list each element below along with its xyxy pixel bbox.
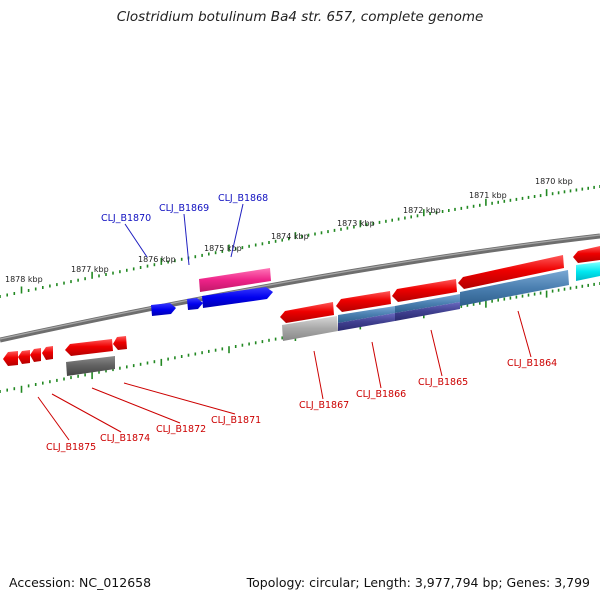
gene-clj-b1868[interactable]	[202, 287, 273, 308]
accession-text: Accession: NC_012658	[9, 575, 152, 590]
gene-label-clj-b1872: CLJ_B1872	[156, 424, 206, 435]
genome-title: Clostridium botulinum Ba4 str. 657, comp…	[116, 9, 484, 25]
gene-clj-b1864[interactable]	[458, 255, 564, 289]
gene-clj-b1872[interactable]	[65, 339, 113, 356]
gene-label-clj-b1866: CLJ_B1866	[356, 389, 406, 400]
genome-backbone-highlight	[0, 234, 600, 340]
gene-label-clj-b1874: CLJ_B1874	[100, 433, 150, 444]
gene-red-small-2[interactable]	[18, 350, 30, 364]
leader-lines-top	[124, 203, 244, 266]
gene-label-clj-b1875: CLJ_B1875	[46, 442, 96, 453]
gene-clj-b1865[interactable]	[392, 279, 457, 302]
gene-label-clj-b1868: CLJ_B1868	[218, 193, 268, 204]
gene-clj-b1870[interactable]	[151, 303, 176, 316]
gene-label-clj-b1869: CLJ_B1869	[159, 203, 209, 214]
feature-light-gray[interactable]	[282, 316, 338, 341]
feature-steel-2[interactable]	[395, 294, 460, 313]
gene-clj-b1867[interactable]	[280, 302, 334, 323]
gene-red-small-1[interactable]	[3, 351, 18, 366]
gene-red-top-right[interactable]	[573, 246, 600, 263]
kbp-label: 1876 kbp	[138, 255, 176, 264]
gene-clj-b1871[interactable]	[113, 336, 127, 350]
kbp-label: 1874 kbp	[271, 232, 309, 241]
topology-text: Topology: circular; Length: 3,977,794 bp…	[246, 575, 590, 590]
kbp-label: 1873 kbp	[337, 219, 375, 228]
gene-label-clj-b1867: CLJ_B1867	[299, 400, 349, 411]
feature-steel-long[interactable]	[460, 270, 569, 306]
gene-red-small-4[interactable]	[42, 346, 53, 360]
feature-steel-1[interactable]	[338, 306, 395, 323]
kbp-label: 1870 kbp	[535, 177, 573, 186]
gene-label-clj-b1870: CLJ_B1870	[101, 213, 151, 224]
gene-label-clj-b1871: CLJ_B1871	[211, 415, 261, 426]
kbp-label: 1871 kbp	[469, 191, 507, 200]
gene-clj-b1869[interactable]	[187, 298, 203, 310]
genome-backbone	[0, 233, 600, 343]
gene-red-small-3[interactable]	[30, 348, 41, 362]
gene-label-clj-b1864: CLJ_B1864	[507, 358, 557, 369]
kbp-label: 1877 kbp	[71, 265, 109, 274]
feature-navy-2[interactable]	[395, 302, 460, 321]
kbp-label: 1875 kbp	[204, 244, 242, 253]
feature-dark-gray[interactable]	[66, 356, 115, 376]
gene-clj-b1866[interactable]	[336, 291, 391, 312]
kbp-label: 1872 kbp	[403, 206, 441, 215]
outer-tick-ruler	[0, 185, 600, 298]
kbp-label: 1878 kbp	[5, 275, 43, 284]
gene-label-clj-b1865: CLJ_B1865	[418, 377, 468, 388]
gene-magenta[interactable]	[199, 268, 271, 292]
gene-cyan[interactable]	[576, 262, 600, 281]
feature-navy-1[interactable]	[338, 313, 395, 331]
leader-lines-bottom	[37, 310, 532, 441]
